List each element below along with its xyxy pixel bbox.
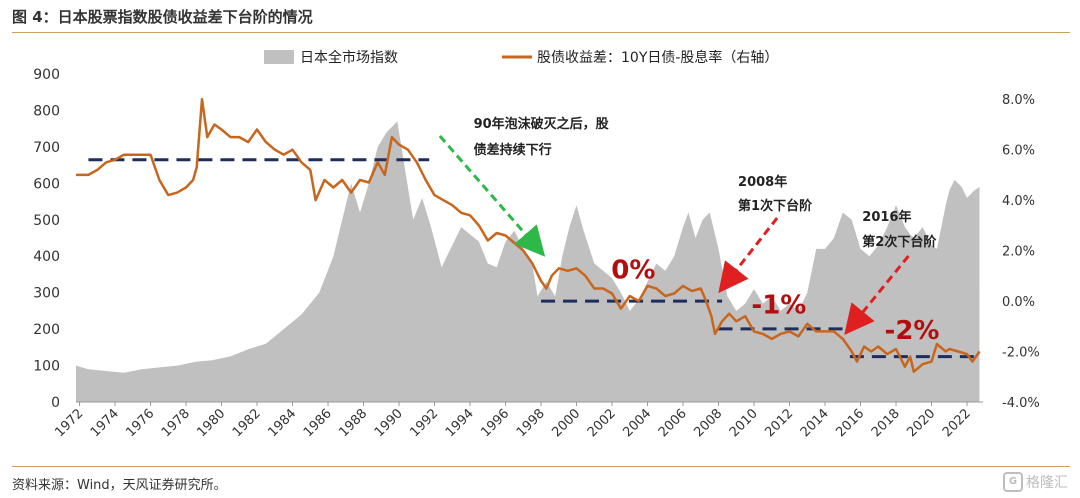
x-tick-label: 2020 (904, 406, 938, 440)
left-tick-label: 400 (33, 249, 60, 265)
x-tick-label: 1992 (407, 406, 441, 440)
plateau-label: 0% (611, 255, 655, 285)
x-tick-label: 1984 (265, 406, 299, 440)
x-tick-label: 1994 (443, 406, 477, 440)
x-tick-label: 1980 (194, 406, 228, 440)
plateau-label: -1% (751, 291, 806, 321)
left-tick-label: 800 (33, 103, 60, 119)
chart: 0 100 200 300 400 500 600 700 800 900 -4.0% -2.0% 0… (33, 49, 1040, 440)
left-tick-label: 0 (51, 395, 60, 411)
x-tick-label: 2004 (620, 406, 654, 440)
x-tick-label: 1972 (52, 406, 86, 440)
x-tick-label: 1998 (514, 406, 548, 440)
right-tick-label: 4.0% (1002, 194, 1035, 209)
left-tick-label: 600 (33, 176, 60, 192)
x-tick-label: 2002 (585, 406, 619, 440)
annotation-text: 第1次下台阶 (738, 198, 813, 214)
x-tick-label: 2000 (549, 406, 583, 440)
top-rule (12, 32, 1070, 33)
annotation-text: 90年泡沫破灭之后，股 (474, 116, 609, 132)
watermark-text: 格隆汇 (1026, 475, 1068, 491)
bottom-rule (12, 466, 1070, 467)
figure-title: 图 4：日本股票指数股债收益差下台阶的情况 (12, 8, 313, 26)
left-tick-label: 500 (33, 213, 60, 229)
x-tick-label: 1978 (159, 406, 193, 440)
x-tick-label: 2018 (869, 406, 903, 440)
annotation-text: 债差持续下行 (474, 142, 552, 158)
right-tick-label: 8.0% (1002, 93, 1035, 108)
right-tick-label: -2.0% (1002, 346, 1040, 361)
left-tick-label: 100 (33, 359, 60, 375)
x-tick-label: 2006 (656, 406, 690, 440)
left-tick-label: 300 (33, 286, 60, 302)
right-tick-label: 2.0% (1002, 245, 1035, 260)
x-tick-label: 1990 (372, 406, 406, 440)
plateau-label: -2% (885, 316, 940, 346)
x-tick-label: 1976 (123, 406, 157, 440)
right-tick-label: -4.0% (1002, 396, 1040, 411)
red-arrow (844, 255, 910, 335)
left-tick-label: 700 (33, 140, 60, 156)
x-tick-label: 2008 (691, 406, 725, 440)
legend-area-swatch (264, 50, 294, 64)
right-tick-label: 6.0% (1002, 144, 1035, 159)
x-tick-label: 1974 (88, 406, 122, 440)
annotation-text: 第2次下台阶 (862, 234, 937, 250)
watermark: G 格隆汇 (1003, 472, 1068, 492)
x-tick-label: 2010 (727, 406, 761, 440)
annotation-text: 2008年 (738, 174, 787, 190)
red-arrow (718, 217, 779, 294)
x-tick-label: 1986 (301, 406, 335, 440)
x-tick-label: 1982 (230, 406, 264, 440)
x-tick-label: 2014 (798, 406, 832, 440)
annotation-text: 2016年 (862, 209, 911, 225)
spread-line (76, 97, 981, 373)
right-tick-label: 0.0% (1002, 295, 1035, 310)
source-note: 资料来源：Wind，天风证券研究所。 (12, 478, 227, 493)
index-area (76, 121, 980, 403)
legend-line-label: 股债收益差：10Y日债-股息率（右轴） (537, 49, 778, 66)
x-tick-label: 2016 (833, 406, 867, 440)
left-tick-label: 200 (33, 322, 60, 338)
watermark-logo-icon: G (1003, 472, 1023, 492)
legend-area-label: 日本全市场指数 (300, 49, 398, 66)
x-tick-label: 2022 (940, 406, 974, 440)
left-tick-label: 900 (33, 67, 60, 83)
x-tick-label: 2012 (762, 406, 796, 440)
x-tick-label: 1996 (478, 406, 512, 440)
x-tick-label: 1988 (336, 406, 370, 440)
